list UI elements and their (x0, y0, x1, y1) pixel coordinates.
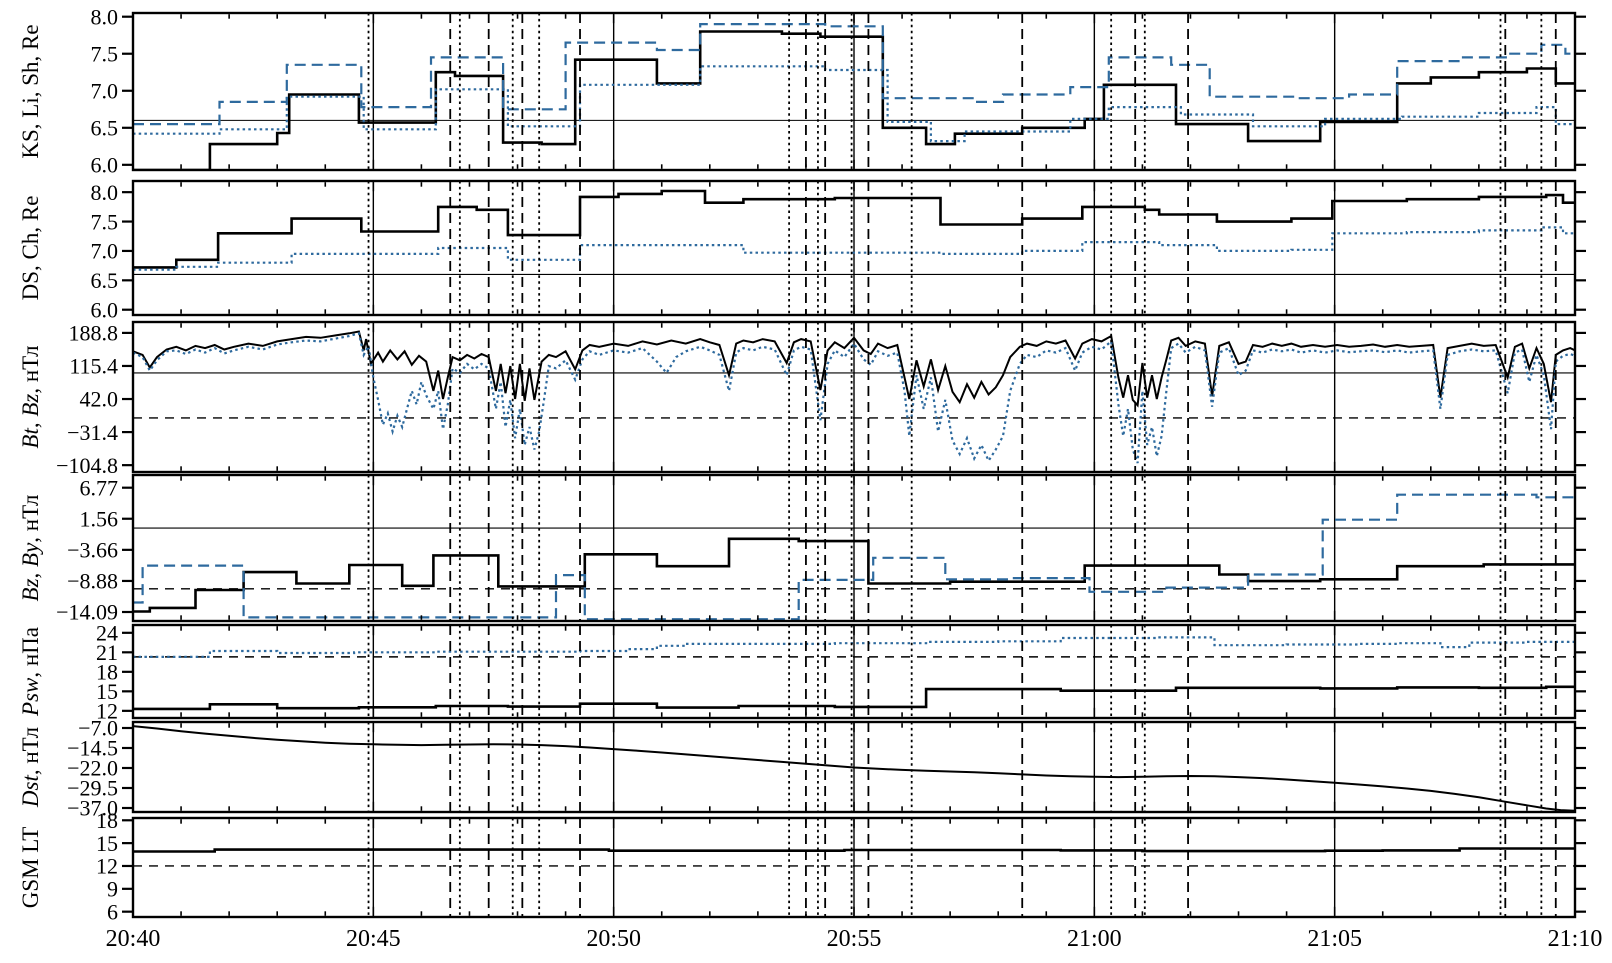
svg-text:20:55: 20:55 (827, 926, 882, 952)
svg-text:−37.0: −37.0 (67, 796, 118, 821)
svg-text:20:40: 20:40 (106, 926, 161, 952)
svg-text:Dst, нТл: Dst, нТл (18, 727, 43, 808)
svg-text:6.77: 6.77 (80, 475, 119, 500)
svg-text:−7.0: −7.0 (78, 716, 118, 741)
svg-text:7.0: 7.0 (91, 78, 119, 103)
svg-text:21:05: 21:05 (1307, 926, 1362, 952)
svg-text:7.5: 7.5 (91, 41, 119, 66)
svg-text:−31.4: −31.4 (67, 420, 118, 445)
svg-text:6.5: 6.5 (91, 268, 119, 293)
svg-text:18: 18 (96, 808, 118, 833)
svg-text:21:00: 21:00 (1067, 926, 1122, 952)
svg-text:12: 12 (96, 699, 118, 724)
svg-text:6.0: 6.0 (91, 297, 119, 322)
svg-text:−104.8: −104.8 (56, 453, 118, 478)
svg-text:18: 18 (96, 660, 118, 685)
svg-text:42.0: 42.0 (80, 387, 119, 412)
svg-text:12: 12 (96, 854, 118, 879)
svg-text:8.0: 8.0 (91, 4, 119, 29)
svg-text:1.56: 1.56 (80, 506, 119, 531)
svg-text:9: 9 (107, 877, 118, 902)
svg-text:GSM LT: GSM LT (18, 827, 43, 909)
panel-ds-ch: 8.0 7.5 7.0 6.5 6.0 DS, Ch, Re (18, 179, 1586, 322)
panel-dst: −7.0−14.5−22.0−29.5−37.0 Dst, нТл (18, 716, 1586, 821)
svg-text:15: 15 (96, 831, 118, 856)
svg-text:−8.88: −8.88 (67, 569, 118, 594)
svg-text:24: 24 (96, 621, 118, 646)
svg-text:−3.66: −3.66 (67, 538, 118, 563)
svg-text:15: 15 (96, 679, 118, 704)
panel-ks-li-sh: 8.0 7.5 7.0 6.5 6.0 KS, Li, Sh, Re (18, 4, 1586, 178)
svg-text:6.5: 6.5 (91, 115, 119, 140)
svg-text:−14.5: −14.5 (67, 736, 118, 761)
svg-text:−29.5: −29.5 (67, 776, 118, 801)
svg-text:188.8: 188.8 (69, 321, 119, 346)
panel-bz-by: 6.77 1.56 −3.66 −8.88 −14.09 Bz, By, нТл (18, 473, 1586, 625)
svg-text:20:50: 20:50 (586, 926, 641, 952)
svg-text:21:10: 21:10 (1548, 926, 1603, 952)
svg-text:20:45: 20:45 (346, 926, 401, 952)
svg-text:6: 6 (107, 899, 118, 924)
svg-text:Psw, нПа: Psw, нПа (18, 627, 43, 717)
svg-text:8.0: 8.0 (91, 180, 119, 205)
svg-text:Bt, Bz, нТл: Bt, Bz, нТл (18, 345, 43, 448)
svg-text:−14.09: −14.09 (56, 600, 118, 625)
svg-text:7.0: 7.0 (91, 239, 119, 264)
svg-text:6.0: 6.0 (91, 153, 119, 178)
svg-text:115.4: 115.4 (69, 354, 118, 379)
panel-bt-bz: 188.8 115.4 42.0 −31.4 −104.8 Bt, Bz, нТл (18, 321, 1586, 478)
svg-text:KS, Li, Sh, Re: KS, Li, Sh, Re (18, 24, 43, 158)
svg-text:Bz, By, нТл: Bz, By, нТл (18, 495, 43, 602)
svg-text:7.5: 7.5 (91, 209, 119, 234)
svg-text:−22.0: −22.0 (67, 756, 118, 781)
svg-text:21: 21 (96, 640, 118, 665)
svg-text:DS, Ch, Re: DS, Ch, Re (18, 196, 43, 301)
